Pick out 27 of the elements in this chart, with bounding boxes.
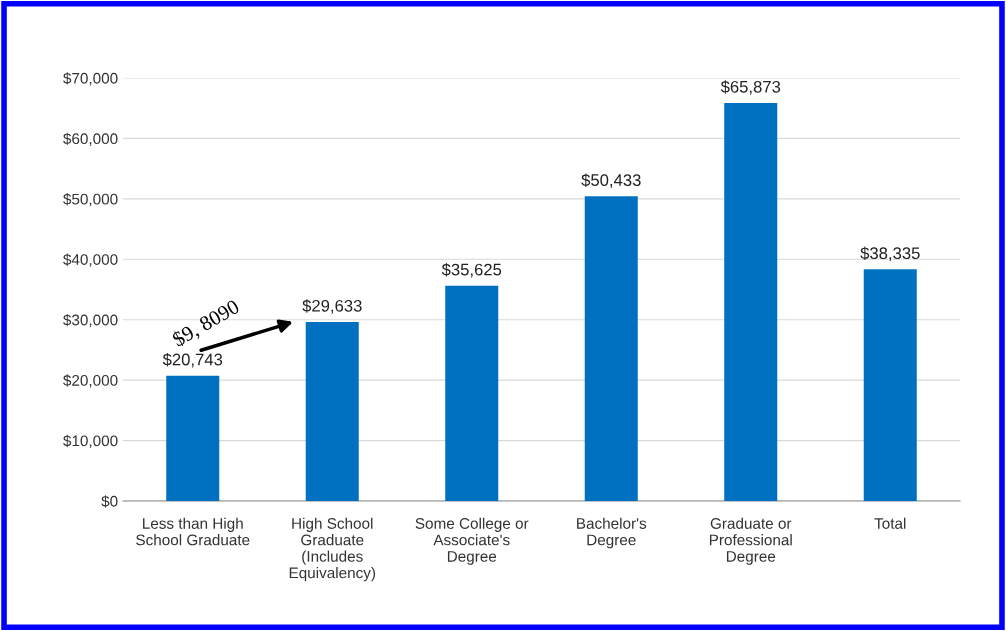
y-tick-label: $70,000 [63, 72, 118, 86]
bar [445, 285, 499, 501]
data-label: $38,335 [860, 246, 920, 262]
bar [166, 375, 220, 501]
data-label: $20,743 [162, 352, 223, 368]
data-label: $29,633 [302, 299, 362, 314]
bar [584, 196, 638, 501]
y-tick-label: $50,000 [63, 193, 118, 207]
x-tick-label: Some College or Associate's Degree [415, 517, 529, 565]
y-tick-label: $10,000 [63, 434, 118, 449]
annotation: $9, 8090 [170, 298, 242, 350]
data-label: $35,625 [441, 262, 502, 278]
data-label: $50,433 [581, 173, 641, 188]
data-label: $65,873 [720, 80, 781, 95]
y-tick-label: $0 [101, 495, 118, 508]
y-tick-label: $60,000 [63, 132, 118, 146]
x-tick-label: High School Graduate (Includes Equivalency) [289, 517, 376, 582]
bar [863, 269, 917, 501]
bar [724, 102, 778, 501]
y-tick-label: $30,000 [63, 313, 118, 328]
bar [305, 321, 359, 501]
x-tick-label: Less than High School Graduate [136, 517, 250, 546]
y-tick-label: $40,000 [63, 253, 118, 267]
x-tick-label: Graduate or Professional Degree [709, 517, 792, 565]
x-tick-label: Bachelor's Degree [577, 517, 647, 549]
x-tick-label: Total [874, 517, 906, 529]
y-tick-label: $20,000 [63, 374, 118, 388]
